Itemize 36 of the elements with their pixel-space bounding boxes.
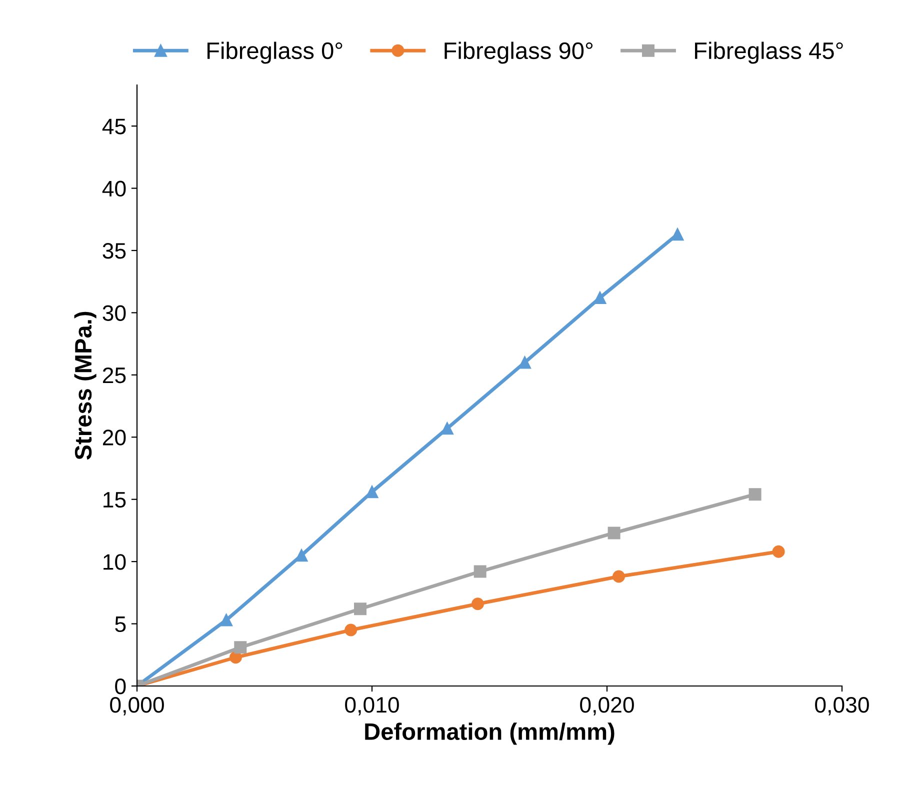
legend-label: Fibreglass 90° xyxy=(444,42,593,64)
y-tick-label: 40 xyxy=(102,180,126,197)
y-tick-label: 30 xyxy=(102,305,126,321)
point xyxy=(612,570,625,583)
point xyxy=(295,549,308,562)
point xyxy=(671,228,684,241)
y-axis-title: Stress (MPa.) xyxy=(74,312,96,460)
x-tick-label: 0,030 xyxy=(815,697,869,716)
point xyxy=(344,624,358,636)
point xyxy=(229,651,242,664)
legend-label: Fibreglass 45° xyxy=(695,42,843,64)
x-tick-label: 0,000 xyxy=(110,697,164,716)
y-tick-label: 0 xyxy=(115,678,126,694)
y-tick-label: 25 xyxy=(102,367,126,384)
point xyxy=(748,488,762,501)
point xyxy=(220,614,233,626)
y-tick-label: 35 xyxy=(102,243,126,259)
x-tick-label: 0,010 xyxy=(345,697,399,716)
point xyxy=(354,602,366,616)
y-tick-label: 10 xyxy=(104,554,126,570)
point xyxy=(366,486,378,498)
legend-label: Fibreglass 0° xyxy=(208,42,342,64)
x-axis-title: Deformation (mm/mm) xyxy=(365,722,614,745)
point xyxy=(440,422,454,435)
point xyxy=(608,526,620,540)
point xyxy=(772,545,785,558)
y-tick-label: 20 xyxy=(102,430,126,446)
y-tick-label: 45 xyxy=(102,118,126,134)
y-tick-label: 5 xyxy=(115,616,126,632)
x-tick-label: 0,020 xyxy=(580,697,634,716)
point xyxy=(234,641,247,654)
point xyxy=(474,565,486,578)
point xyxy=(472,598,484,610)
y-tick-label: 15 xyxy=(104,492,126,508)
point xyxy=(594,292,606,304)
point xyxy=(518,356,531,369)
